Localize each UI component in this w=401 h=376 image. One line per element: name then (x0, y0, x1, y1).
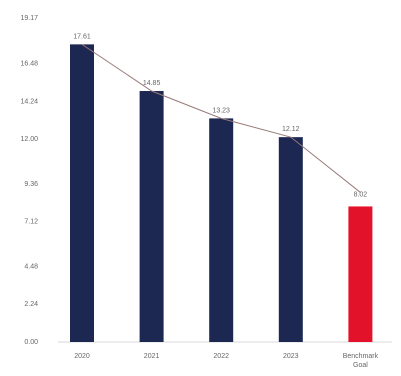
y-tick-label: 2.24 (24, 301, 38, 308)
data-label: 17.61 (73, 33, 91, 40)
x-tick-label: 2020 (74, 353, 90, 360)
bar (209, 118, 234, 342)
y-tick-label: 9.36 (24, 181, 38, 188)
y-tick-label: 19.17 (20, 15, 38, 22)
data-label: 13.23 (212, 107, 230, 114)
y-tick-label: 14.24 (20, 98, 38, 105)
x-tick-label: 2022 (213, 353, 229, 360)
x-tick-label: 2023 (283, 353, 299, 360)
data-label: 8.02 (354, 191, 368, 198)
y-tick-label: 12.00 (20, 136, 38, 143)
y-axis-tick-labels: 0.00 2.24 4.48 7.12 9.36 12.00 14.24 16.48 19.17 (20, 15, 38, 346)
y-tick-label: 0.00 (24, 339, 38, 346)
x-axis-category-labels: 2020 2021 2022 2023 Benchmark Goal (74, 353, 378, 369)
x-tick-label: Benchmark Goal (343, 353, 379, 369)
value-labels-group: 17.61 14.85 13.23 12.12 8.02 (73, 33, 367, 198)
trend-line (81, 43, 361, 193)
x-tick-label: 2021 (144, 353, 160, 360)
bar (278, 137, 303, 342)
bar (70, 44, 94, 342)
data-label: 12.12 (282, 126, 300, 133)
bars-group (70, 44, 373, 342)
y-tick-label: 16.48 (20, 60, 38, 67)
bar-benchmark (348, 206, 373, 342)
bar (139, 91, 164, 342)
y-tick-label: 4.48 (24, 263, 38, 270)
data-label: 14.85 (143, 80, 161, 87)
y-tick-label: 7.12 (24, 219, 38, 226)
